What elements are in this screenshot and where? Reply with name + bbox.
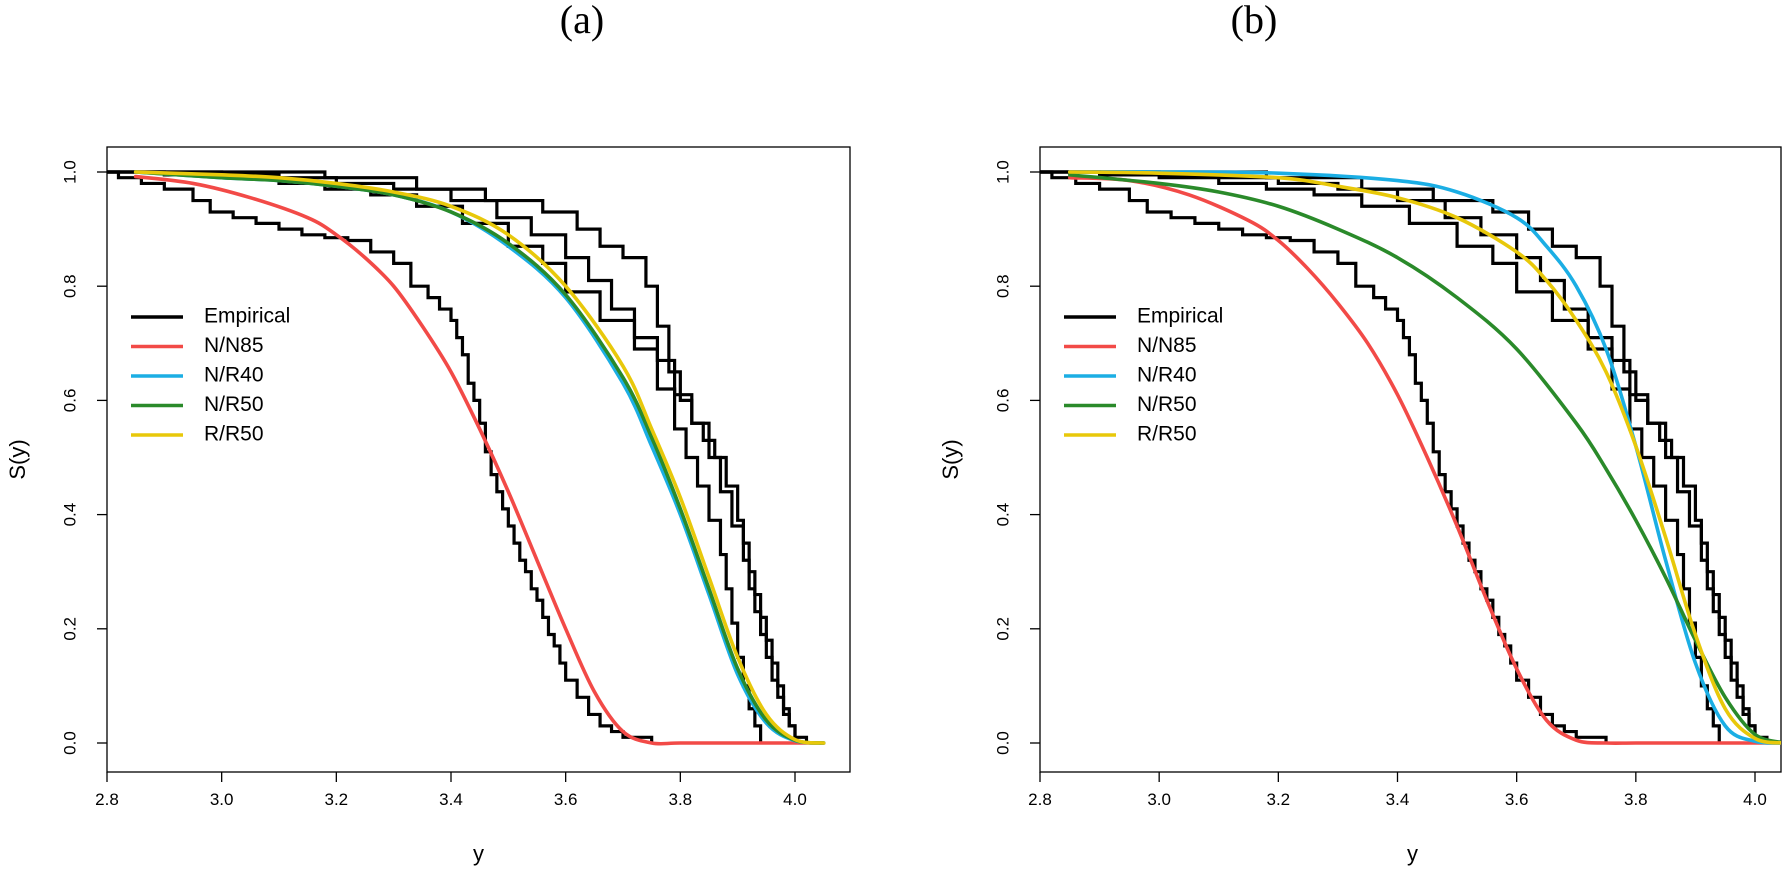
empirical-step-line	[1040, 170, 1757, 743]
empirical-step-line	[107, 170, 809, 743]
y-tick-label: 0.2	[993, 617, 1012, 641]
y-axis-label: S(y)	[5, 439, 30, 479]
y-tick-label: 0.8	[60, 274, 79, 298]
x-tick-label: 3.0	[1147, 790, 1171, 809]
y-axis-label: S(y)	[938, 439, 963, 479]
x-tick-label: 3.2	[325, 790, 349, 809]
x-tick-label: 3.8	[669, 790, 693, 809]
series-line-n-n85	[133, 174, 826, 746]
x-tick-label: 3.6	[554, 790, 578, 809]
series-line-n-r40	[1067, 170, 1781, 745]
x-tick-label: 3.2	[1267, 790, 1291, 809]
y-tick-label: 0.6	[993, 389, 1012, 413]
y-tick-label: 0.4	[60, 503, 79, 527]
series-line-n-n85	[1067, 175, 1781, 746]
legend-label: N/R40	[204, 364, 264, 387]
chart-panel-a: (a) 2.8 3.0 3.2 3.4 3.6 3.8 4.0 0.0 0.2 0.4 0.6 0.8 1…	[5, 0, 851, 866]
plot-area	[1040, 170, 1781, 746]
x-tick-label: 3.4	[1386, 790, 1410, 809]
legend-label: N/N85	[1137, 334, 1197, 357]
plot-frame	[106, 146, 851, 773]
x-tick-label: 3.8	[1624, 790, 1648, 809]
legend-label: R/R50	[1137, 423, 1197, 446]
x-tick-label: 2.8	[95, 790, 119, 809]
legend-label: Empirical	[204, 305, 290, 328]
y-tick-label: 1.0	[993, 160, 1012, 184]
x-tick-label: 4.0	[783, 790, 807, 809]
y-tick-label: 0.6	[60, 389, 79, 413]
y-tick-label: 0.0	[60, 731, 79, 755]
chart-panel-b: (b) 2.8 3.0 3.2 3.4 3.6 3.8 4.0 0.0 0.2 0.4 0.6 0.8 1…	[938, 0, 1782, 866]
empirical-step-line	[107, 170, 797, 743]
legend-label: R/R50	[204, 423, 264, 446]
y-tick-label: 0.0	[993, 731, 1012, 755]
legend-label: N/N85	[204, 334, 264, 357]
legend-label: N/R50	[1137, 393, 1197, 416]
legend-label: Empirical	[1137, 305, 1223, 328]
x-tick-label: 3.6	[1505, 790, 1529, 809]
series-line-n-r50	[133, 170, 826, 745]
panel-title: (b)	[1231, 0, 1278, 42]
x-tick-label: 4.0	[1743, 790, 1767, 809]
legend: Empirical N/N85 N/R40 N/R50 R/R50	[131, 305, 290, 446]
y-tick-label: 0.4	[993, 503, 1012, 527]
legend: Empirical N/N85 N/R40 N/R50 R/R50	[1064, 305, 1223, 446]
y-tick-label: 0.2	[60, 617, 79, 641]
empirical-step-line	[107, 170, 654, 743]
series-line-r-r50	[1067, 170, 1781, 745]
x-tick-label: 2.8	[1028, 790, 1052, 809]
legend-label: N/R50	[204, 393, 264, 416]
series-line-r-r50	[133, 170, 826, 745]
x-tick-label: 3.4	[439, 790, 463, 809]
x-axis-label: y	[473, 841, 484, 866]
y-tick-label: 0.8	[993, 274, 1012, 298]
plot-area	[107, 170, 826, 746]
panel-title: (a)	[560, 0, 604, 42]
plot-frame	[1039, 146, 1782, 773]
empirical-step-line	[1040, 170, 1721, 743]
empirical-step-line	[1040, 170, 1769, 743]
y-tick-label: 1.0	[60, 160, 79, 184]
x-axis-label: y	[1407, 841, 1418, 866]
x-tick-label: 3.0	[210, 790, 234, 809]
legend-label: N/R40	[1137, 364, 1197, 387]
